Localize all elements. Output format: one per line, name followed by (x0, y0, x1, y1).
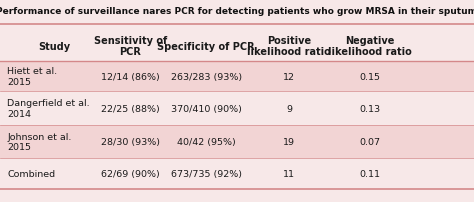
Text: 62/69 (90%): 62/69 (90%) (101, 169, 160, 178)
Bar (0, 62, 474, 92)
Bar (0, 125, 474, 159)
Text: 370/410 (90%): 370/410 (90%) (171, 104, 242, 113)
Text: Positive
likelihood ratio: Positive likelihood ratio (247, 36, 331, 57)
Text: 673/735 (92%): 673/735 (92%) (171, 169, 242, 178)
Text: Johnson et al.
2015: Johnson et al. 2015 (7, 132, 72, 152)
Text: Negative
likelihood ratio: Negative likelihood ratio (328, 36, 411, 57)
Text: 19: 19 (283, 137, 295, 146)
Bar (0, 92, 474, 125)
Text: 0.11: 0.11 (359, 169, 380, 178)
Text: Performance of surveillance nares PCR for detecting patients who grow MRSA in th: Performance of surveillance nares PCR fo… (0, 7, 474, 16)
Text: 11: 11 (283, 169, 295, 178)
Text: 28/30 (93%): 28/30 (93%) (101, 137, 160, 146)
Text: 263/283 (93%): 263/283 (93%) (171, 72, 242, 81)
Text: 0.15: 0.15 (359, 72, 380, 81)
Text: Hiett et al.
2015: Hiett et al. 2015 (7, 67, 57, 86)
Bar (0, 159, 474, 189)
Text: 22/25 (88%): 22/25 (88%) (101, 104, 160, 113)
Text: 12: 12 (283, 72, 295, 81)
Text: 0.13: 0.13 (359, 104, 380, 113)
Text: 40/42 (95%): 40/42 (95%) (177, 137, 236, 146)
Text: 0.07: 0.07 (359, 137, 380, 146)
Text: 12/14 (86%): 12/14 (86%) (101, 72, 160, 81)
Text: Specificity of PCR: Specificity of PCR (157, 41, 255, 52)
Text: Sensitivity of
PCR: Sensitivity of PCR (94, 36, 167, 57)
Text: Study: Study (38, 41, 71, 52)
Bar (0, 31, 474, 62)
Text: 9: 9 (286, 104, 292, 113)
Text: Combined: Combined (7, 169, 55, 178)
Text: Dangerfield et al.
2014: Dangerfield et al. 2014 (7, 99, 90, 118)
